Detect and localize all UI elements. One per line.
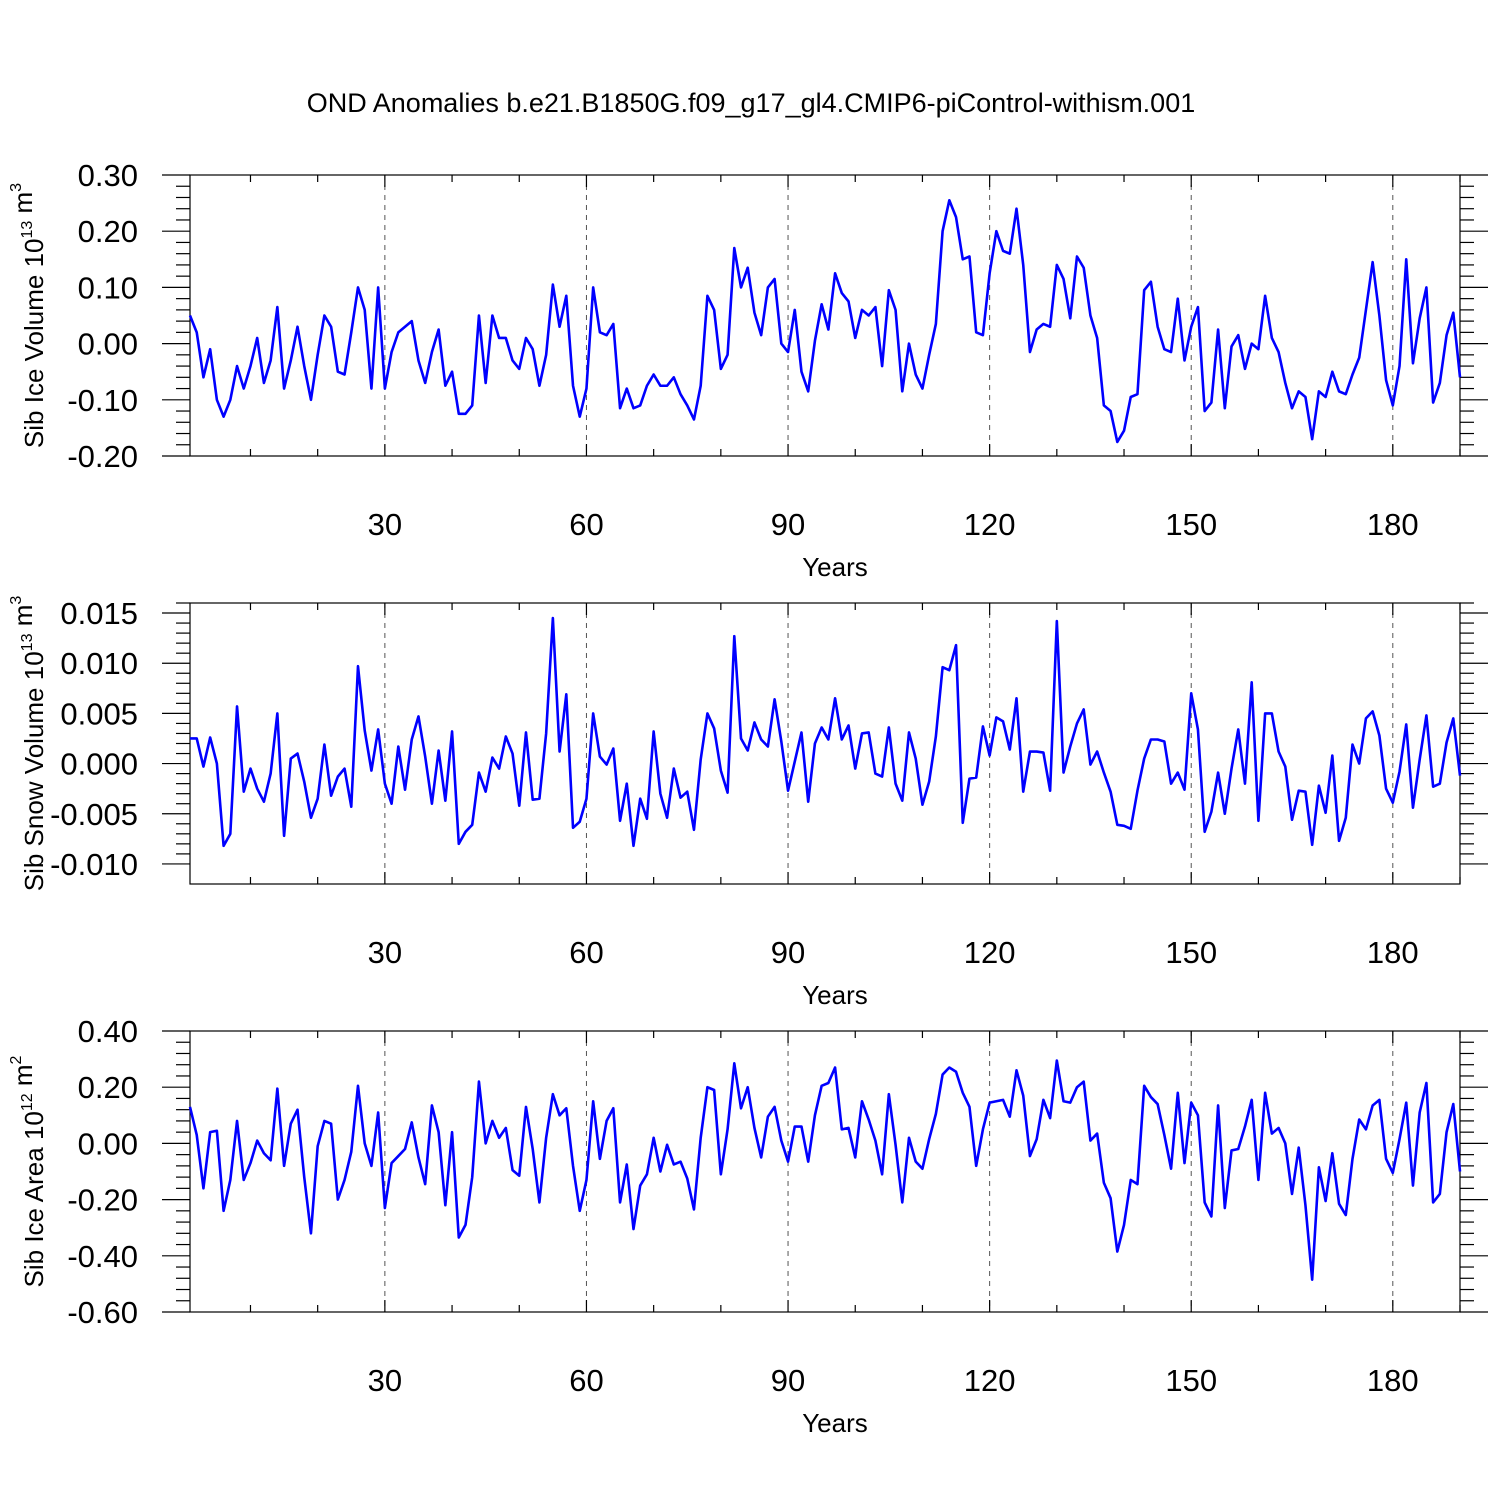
x-tick-label: 180 bbox=[1367, 935, 1419, 970]
x-tick-label: 150 bbox=[1165, 507, 1217, 542]
y-axis-label-part: m bbox=[8, 1064, 38, 1093]
y-tick-label: 0.10 bbox=[78, 270, 138, 305]
x-axis-label: Years bbox=[802, 1408, 868, 1438]
x-tick-label: 60 bbox=[569, 1363, 603, 1398]
y-axis-label-part: Sib Snow Volume 10 bbox=[19, 651, 49, 891]
y-tick-label: -0.20 bbox=[67, 1183, 138, 1218]
y-tick-label: 0.015 bbox=[60, 596, 138, 631]
y-axis-label: Sib Ice Volume 1013 m3 bbox=[8, 183, 49, 448]
y-axis-label-superscript: 3 bbox=[8, 183, 25, 192]
x-tick-label: 150 bbox=[1165, 1363, 1217, 1398]
panel-2: 30 60 90 120 150 180 -0.010 -0.005 0.000 0.005 0.0… bbox=[8, 596, 1488, 1010]
y-axis-label-superscript: 12 bbox=[19, 1093, 36, 1111]
y-tick-label: 0.00 bbox=[78, 327, 138, 362]
y-axis-label-part: m bbox=[8, 605, 38, 634]
y-axis-label-superscript: 2 bbox=[8, 1055, 25, 1064]
y-tick-label: 0.20 bbox=[78, 214, 138, 249]
y-tick-label: -0.60 bbox=[67, 1295, 138, 1330]
series-line-3 bbox=[188, 1059, 1462, 1281]
x-tick-label: 180 bbox=[1367, 507, 1419, 542]
panel-3: 30 60 90 120 150 180 -0.60 -0.40 -0.20 0.00 0.20 0.… bbox=[8, 1014, 1488, 1438]
plot-frame bbox=[189, 1030, 1461, 1313]
y-tick-label: 0.00 bbox=[78, 1126, 138, 1161]
y-axis-label: Sib Snow Volume 1013 m3 bbox=[8, 596, 49, 892]
x-tick-label: 90 bbox=[771, 1363, 805, 1398]
x-tick-label: 30 bbox=[368, 1363, 402, 1398]
y-axis-label: Sib Ice Area 1012 m2 bbox=[8, 1055, 49, 1287]
x-tick-label: 30 bbox=[368, 507, 402, 542]
panels: 30 60 90 120 150 180 -0.20 -0.10 0.00 0.10 0.20 0.3… bbox=[8, 158, 1488, 1438]
y-tick-label: 0.005 bbox=[60, 696, 138, 731]
y-tick-label: 0.000 bbox=[60, 747, 138, 782]
y-tick-label: 0.20 bbox=[78, 1070, 138, 1105]
y-axis-label-part: Sib Ice Area 10 bbox=[19, 1111, 49, 1287]
y-axis-label-superscript: 13 bbox=[19, 221, 36, 239]
x-tick-label: 120 bbox=[964, 935, 1016, 970]
y-tick-label: 0.40 bbox=[78, 1014, 138, 1049]
series-line-2 bbox=[190, 616, 1462, 848]
figure-title: OND Anomalies b.e21.B1850G.f09_g17_gl4.C… bbox=[307, 88, 1195, 118]
series-line-1 bbox=[188, 198, 1462, 444]
x-tick-label: 180 bbox=[1367, 1363, 1419, 1398]
x-tick-label: 30 bbox=[368, 935, 402, 970]
y-axis-label-superscript: 3 bbox=[8, 596, 25, 605]
x-tick-label: 150 bbox=[1165, 935, 1217, 970]
y-tick-label: 0.30 bbox=[78, 158, 138, 193]
y-tick-label: -0.005 bbox=[50, 797, 138, 832]
x-tick-label: 60 bbox=[569, 935, 603, 970]
y-axis-label-part: m bbox=[8, 192, 38, 221]
x-tick-label: 60 bbox=[569, 507, 603, 542]
x-tick-label: 90 bbox=[771, 507, 805, 542]
x-tick-label: 120 bbox=[964, 507, 1016, 542]
y-tick-label: -0.10 bbox=[67, 383, 138, 418]
y-tick-label: 0.010 bbox=[60, 646, 138, 681]
y-axis-label-part: Sib Ice Volume 10 bbox=[19, 239, 49, 449]
x-axis-label: Years bbox=[802, 980, 868, 1010]
x-axis-label: Years bbox=[802, 552, 868, 582]
y-tick-label: -0.20 bbox=[67, 439, 138, 474]
y-tick-label: -0.010 bbox=[50, 847, 138, 882]
x-tick-label: 90 bbox=[771, 935, 805, 970]
y-tick-label: -0.40 bbox=[67, 1239, 138, 1274]
x-tick-label: 120 bbox=[964, 1363, 1016, 1398]
y-axis-label-superscript: 13 bbox=[19, 633, 36, 651]
panel-1: 30 60 90 120 150 180 -0.20 -0.10 0.00 0.10 0.20 0.3… bbox=[8, 158, 1488, 582]
